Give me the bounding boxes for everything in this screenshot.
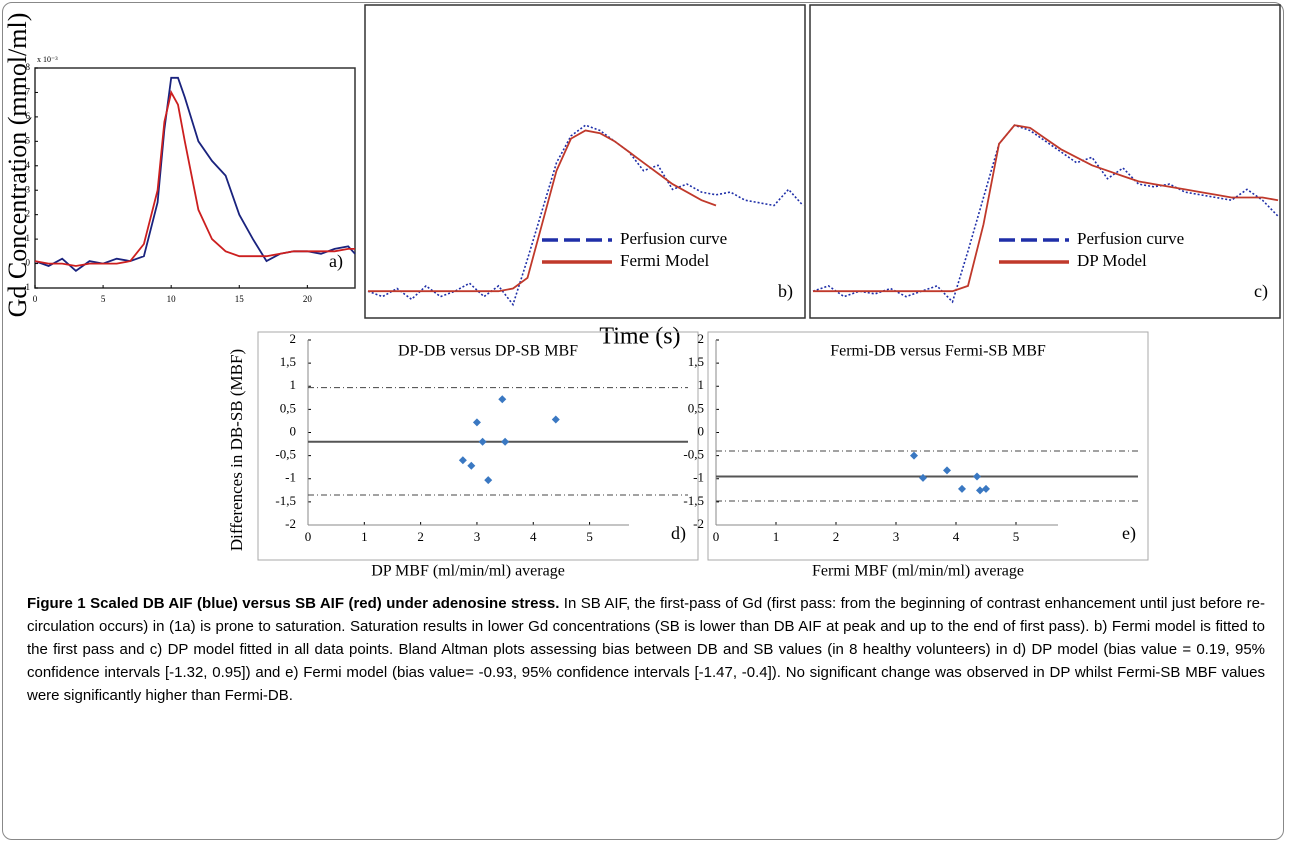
y-tick-label: -1,5 — [683, 493, 704, 508]
legend-label: Perfusion curve — [1077, 229, 1184, 248]
x-tick-label: 10 — [167, 294, 177, 304]
y-tick-label: 8 — [26, 62, 31, 72]
panel-frame — [707, 331, 1149, 561]
data-point — [982, 484, 990, 493]
legend-label: Fermi Model — [620, 251, 710, 270]
x-axis-label: Time (s) — [599, 324, 680, 350]
figure: Gd Concentration (mmol/ml) Time (s) Diff… — [3, 4, 1281, 580]
x-axis-label: Fermi MBF (ml/min/ml) average — [812, 563, 1024, 580]
y-tick-label: 3 — [26, 184, 31, 194]
panel-label: d) — [671, 523, 686, 544]
data-point — [910, 451, 918, 460]
panel-label: e) — [1122, 523, 1136, 544]
x-axis-label: DP MBF (ml/min/ml) average — [371, 563, 565, 580]
y-tick-label: 7 — [26, 87, 31, 97]
series-line — [367, 124, 804, 307]
x-tick-label: 1 — [773, 529, 780, 544]
panel-title: DP-DB versus DP-SB MBF — [398, 343, 578, 360]
panel-frame — [34, 67, 356, 289]
data-point — [958, 484, 966, 493]
y-tick-label: 4 — [26, 160, 31, 170]
data-point — [484, 476, 493, 485]
y-tick-label: 5 — [26, 135, 31, 145]
x-tick-label: 3 — [893, 529, 900, 544]
x-tick-label: 5 — [101, 294, 106, 304]
series-line — [812, 124, 1279, 304]
x-tick-label: 5 — [586, 529, 593, 544]
data-point — [478, 437, 487, 446]
y-tick-label: -1 — [693, 470, 704, 485]
y-tick-label: 0 — [290, 423, 297, 438]
x-tick-label: 1 — [361, 529, 368, 544]
y-tick-label: 2 — [698, 331, 705, 346]
caption-title: Figure 1 Scaled DB AIF (blue) versus SB … — [27, 595, 560, 612]
x-tick-label: 5 — [1013, 529, 1020, 544]
data-point — [943, 466, 951, 475]
y-axis-label: Gd Concentration (mmol/ml) — [3, 13, 32, 318]
legend-label: DP Model — [1077, 251, 1147, 270]
data-point — [498, 395, 507, 404]
panel-frame — [809, 4, 1281, 319]
data-point — [458, 456, 467, 465]
y-tick-label: 0,5 — [280, 400, 296, 415]
x-tick-label: 2 — [417, 529, 424, 544]
y-tick-label: 2 — [290, 331, 297, 346]
panel-frame — [364, 4, 806, 319]
panel-label: b) — [778, 281, 793, 302]
data-point — [551, 415, 560, 424]
series-line — [813, 124, 1279, 293]
y-tick-label: 1,5 — [688, 354, 704, 369]
data-point — [919, 473, 927, 482]
y-tick-label: -2 — [285, 516, 296, 531]
y-tick-label: -1 — [23, 282, 31, 292]
x-tick-label: 4 — [530, 529, 537, 544]
y-tick-label: -1 — [285, 470, 296, 485]
series-line — [34, 76, 356, 273]
series-line — [368, 129, 717, 293]
data-point — [467, 461, 476, 470]
panel-label: c) — [1254, 281, 1268, 302]
x-tick-label: 0 — [713, 529, 720, 544]
legend-label: Perfusion curve — [620, 229, 727, 248]
y-tick-label: -0,5 — [275, 447, 296, 462]
x-tick-label: 20 — [303, 294, 313, 304]
y-tick-label: 0 — [698, 423, 705, 438]
y-tick-label: 1,5 — [280, 354, 296, 369]
y-tick-label: 2 — [26, 209, 31, 219]
data-point — [501, 437, 510, 446]
y-axis-label: Differences in DB-SB (MBF) — [227, 349, 246, 551]
y-tick-label: -2 — [693, 516, 704, 531]
y-tick-label: 1 — [698, 377, 705, 392]
x-tick-label: 0 — [305, 529, 312, 544]
y-tick-label: 0 — [26, 258, 31, 268]
x-tick-label: 4 — [953, 529, 960, 544]
caption-text: In SB AIF, the first-pass of Gd (first p… — [27, 595, 1265, 704]
series-line — [34, 89, 355, 267]
panel-frame — [257, 331, 699, 561]
y-tick-label: 6 — [26, 111, 31, 121]
x-tick-label: 15 — [235, 294, 245, 304]
x-tick-label: 2 — [833, 529, 840, 544]
caption: Figure 1 Scaled DB AIF (blue) versus SB … — [27, 592, 1265, 707]
y-tick-label: 0,5 — [688, 400, 704, 415]
y-tick-label: -0,5 — [683, 447, 704, 462]
axis-multiplier: x 10⁻³ — [37, 55, 58, 64]
panel-label: a) — [329, 251, 343, 272]
y-tick-label: 1 — [290, 377, 297, 392]
y-tick-label: -1,5 — [275, 493, 296, 508]
x-tick-label: 3 — [474, 529, 481, 544]
data-point — [976, 486, 984, 495]
panel-title: Fermi-DB versus Fermi-SB MBF — [830, 343, 1046, 360]
y-tick-label: 1 — [26, 233, 31, 243]
data-point — [973, 472, 981, 481]
x-tick-label: 0 — [33, 294, 38, 304]
data-point — [472, 418, 481, 427]
